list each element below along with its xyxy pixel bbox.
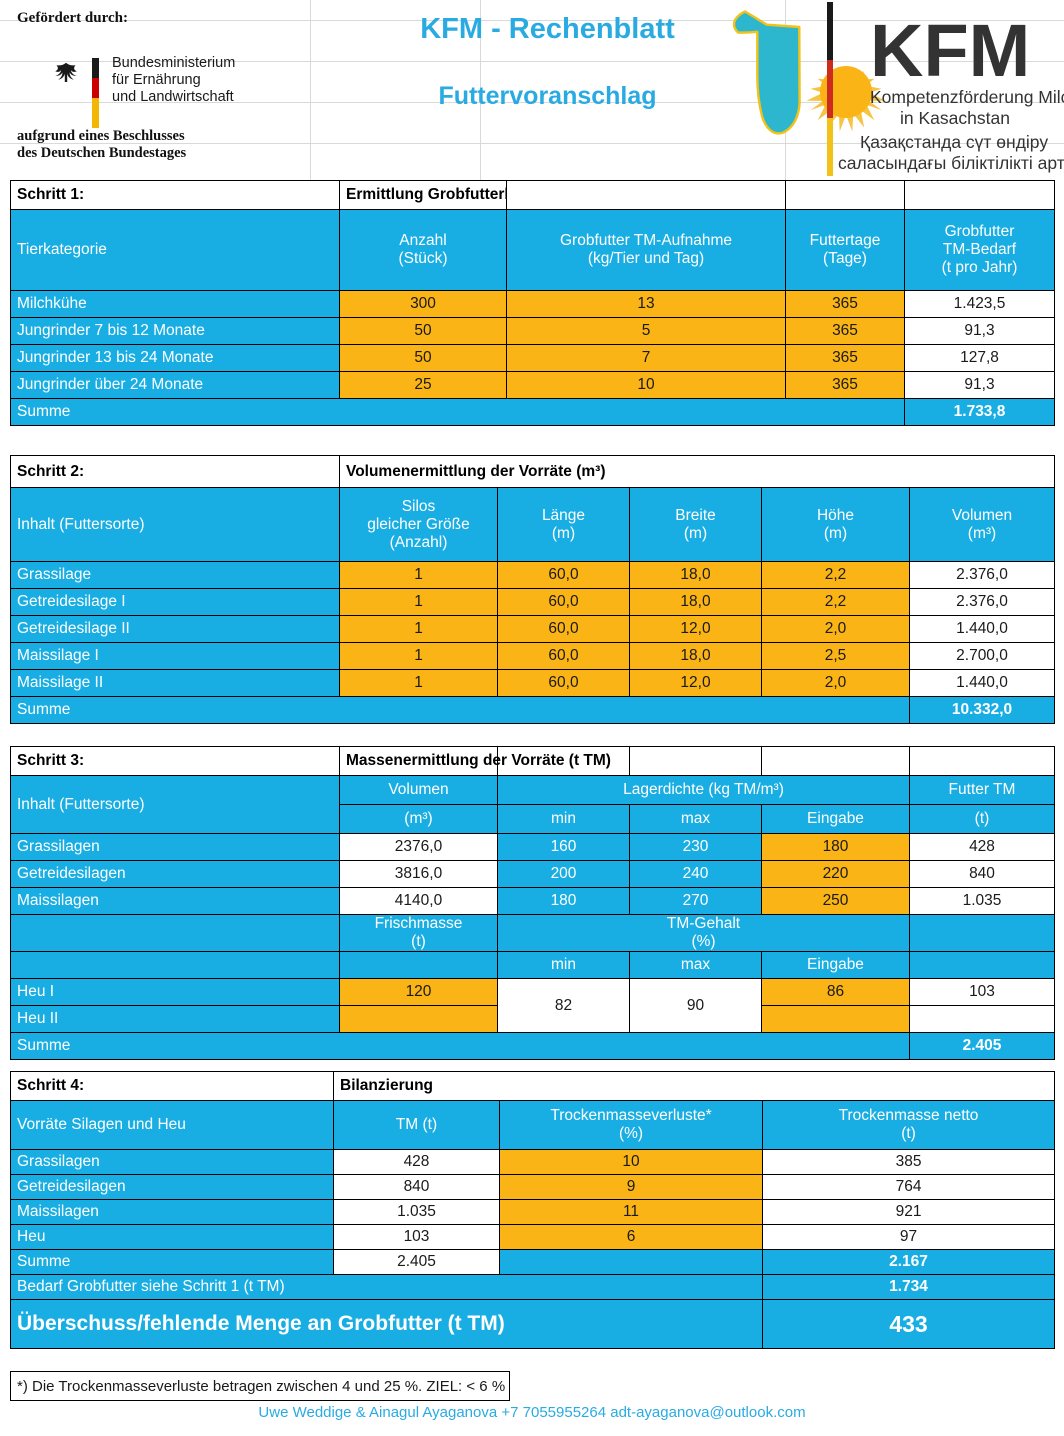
svg-text:in Kasachstan: in Kasachstan <box>900 108 1010 128</box>
svg-text:KFM: KFM <box>870 9 1030 92</box>
svg-text:саласындағы біліктілікті артты: саласындағы біліктілікті арттыру <box>838 153 1064 173</box>
svg-text:Kompetenzförderung Milch: Kompetenzförderung Milch <box>870 87 1064 107</box>
svg-text:Қазақстанда сүт өндіру: Қазақстанда сүт өндіру <box>860 132 1048 152</box>
